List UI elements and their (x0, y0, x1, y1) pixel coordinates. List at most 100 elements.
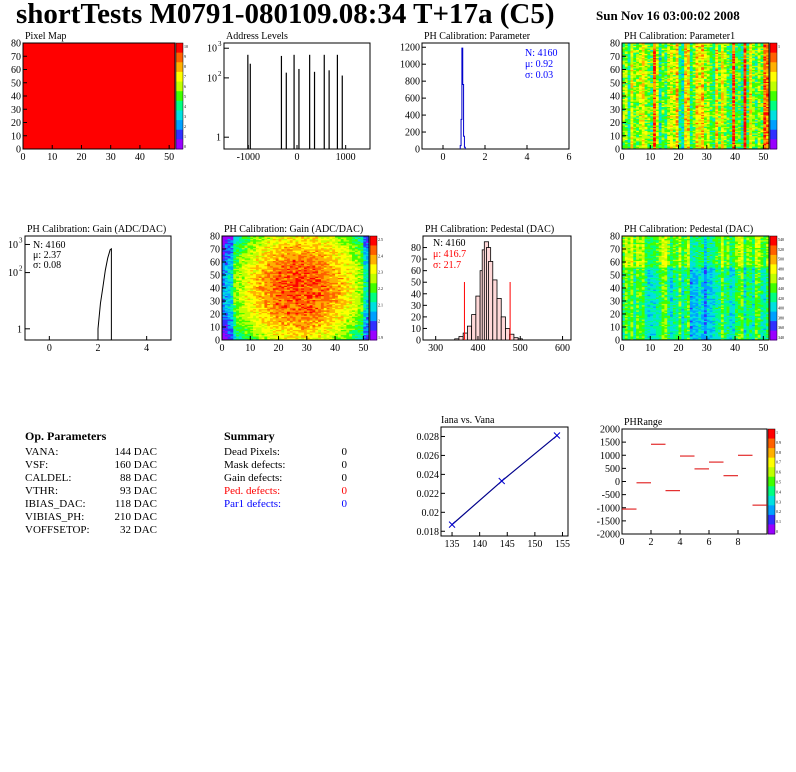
heatmap-cell (732, 94, 736, 97)
heatmap-cell (655, 110, 660, 113)
heatmap-cell (718, 77, 722, 80)
heatmap-cell (687, 69, 691, 72)
heatmap-cell (687, 45, 691, 48)
heatmap-cell (726, 65, 730, 68)
heatmap-cell (735, 48, 739, 50)
heatmap-cell (667, 115, 671, 118)
heatmap-cell (720, 92, 725, 94)
heatmap-cell (647, 84, 651, 86)
heatmap-cell (723, 84, 727, 86)
heatmap-cell (723, 97, 727, 99)
heatmap-cell (706, 53, 710, 56)
heatmap-cell (667, 111, 671, 114)
heatmap-cell (740, 141, 744, 143)
heatmap-cell (763, 72, 767, 74)
heatmap-cell (754, 134, 759, 137)
colorbar-swatch (176, 100, 183, 111)
heatmap-cell (236, 286, 240, 289)
heatmap-cell (684, 62, 688, 65)
heatmap-cell (726, 142, 730, 145)
heatmap-cell (670, 43, 674, 45)
heatmap-cell (678, 130, 682, 133)
heatmap-cell (718, 145, 722, 147)
heatmap-cell (720, 102, 725, 105)
heatmap-cell (766, 139, 770, 142)
heatmap-cell (238, 316, 243, 319)
heatmap-cell (723, 127, 727, 130)
heatmap-cell (238, 314, 243, 316)
heatmap-cell (729, 84, 733, 86)
heatmap-cell (655, 126, 660, 129)
heatmap-cell (689, 81, 694, 84)
heatmap-cell (684, 129, 688, 131)
heatmap-cell (720, 133, 725, 135)
heatmap-cell (723, 117, 727, 119)
heatmap-cell (692, 109, 696, 111)
heatmap-cell (630, 141, 634, 143)
heatmap-cell (749, 93, 753, 96)
heatmap-cell (726, 70, 730, 73)
heatmap-cell (766, 57, 770, 60)
heatmap-cell (230, 271, 234, 273)
heatmap-cell (737, 123, 742, 126)
heatmap-cell (692, 93, 696, 96)
heatmap-cell (689, 45, 694, 48)
heatmap-cell (658, 57, 662, 60)
heatmap-cell (740, 111, 744, 114)
heatmap-cell (760, 90, 764, 93)
heatmap-cell (633, 130, 637, 133)
heatmap-cell (236, 278, 240, 281)
heatmap-cell (726, 145, 730, 147)
heatmap-cell (644, 44, 648, 46)
heatmap-cell (244, 259, 248, 262)
heatmap-cell (735, 72, 739, 74)
heatmap-cell (241, 294, 245, 297)
heatmap-cell (757, 121, 761, 123)
heatmap-cell (636, 119, 640, 122)
heatmap-cell (638, 121, 643, 123)
heatmap-cell (715, 45, 719, 48)
heatmap-cell (647, 135, 651, 138)
heatmap-cell (692, 52, 696, 54)
heatmap-cell (749, 52, 753, 54)
heatmap-cell (230, 265, 234, 268)
heatmap-cell (653, 78, 657, 81)
heatmap-cell (636, 45, 640, 48)
heatmap-cell (706, 143, 710, 146)
heatmap-cell (622, 125, 626, 127)
heatmap-cell (681, 125, 685, 127)
heatmap-cell (664, 86, 668, 89)
heatmap-cell (766, 78, 770, 81)
heatmap-cell (655, 46, 660, 49)
heatmap-cell (227, 293, 231, 295)
heatmap-cell (238, 306, 243, 308)
heatmap-cell (763, 137, 767, 139)
heatmap-cell (763, 97, 767, 99)
heatmap-cell (726, 130, 730, 133)
heatmap-cell (644, 125, 648, 127)
heatmap-cell (709, 81, 713, 84)
heatmap-cell (754, 86, 759, 89)
heatmap-cell (732, 129, 736, 131)
heatmap-cell (766, 81, 770, 84)
heatmap-cell (230, 280, 234, 282)
heatmap-cell (658, 126, 662, 129)
heatmap-cell (630, 98, 634, 101)
heatmap-cell (655, 133, 660, 135)
heatmap-cell (703, 90, 708, 93)
heatmap-cell (230, 276, 234, 278)
y-tick-label: 20 (610, 118, 620, 129)
heatmap-cell (754, 72, 759, 74)
heatmap-cell (630, 52, 634, 54)
heatmap-cell (743, 101, 747, 103)
heatmap-cell (675, 86, 679, 89)
heatmap-cell (224, 333, 229, 336)
heatmap-cell (766, 93, 770, 96)
heatmap-cell (701, 127, 705, 130)
heatmap-cell (760, 101, 764, 103)
heatmap-cell (737, 45, 742, 48)
heatmap-cell (720, 60, 725, 62)
heatmap-cell (244, 256, 248, 259)
heatmap-cell (636, 102, 640, 105)
heatmap-cell (754, 121, 759, 123)
